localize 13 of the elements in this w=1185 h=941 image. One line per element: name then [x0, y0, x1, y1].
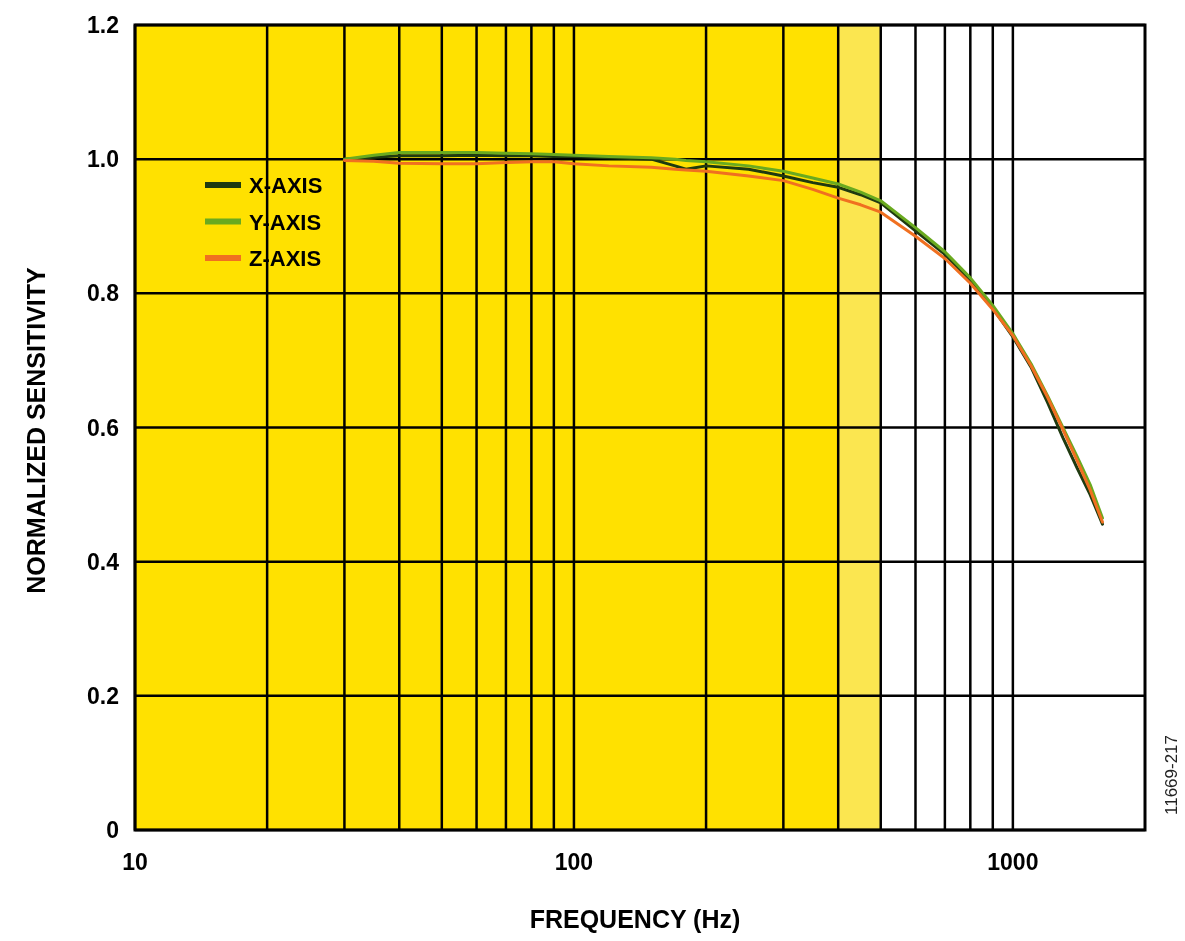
x-tick-label: 1000 — [987, 849, 1039, 875]
y-tick-label: 0.6 — [87, 414, 119, 441]
y-tick-label: 0.8 — [87, 280, 120, 307]
y-axis-title: NORMALIZED SENSITIVITY — [22, 266, 50, 594]
text: 11669-217 — [1162, 734, 1181, 816]
y-tick-label: 1.2 — [87, 12, 119, 38]
y-tick-label: 1.0 — [87, 146, 119, 173]
y-tick-label: 0.4 — [87, 548, 120, 575]
x-tick-label: 10 — [122, 849, 148, 875]
y-tick-label: 0.2 — [87, 682, 119, 709]
x-axis-title: FREQUENCY (Hz) — [529, 905, 741, 933]
x-tick-label: 100 — [554, 849, 594, 875]
y-tick-label: 0 — [106, 817, 119, 843]
